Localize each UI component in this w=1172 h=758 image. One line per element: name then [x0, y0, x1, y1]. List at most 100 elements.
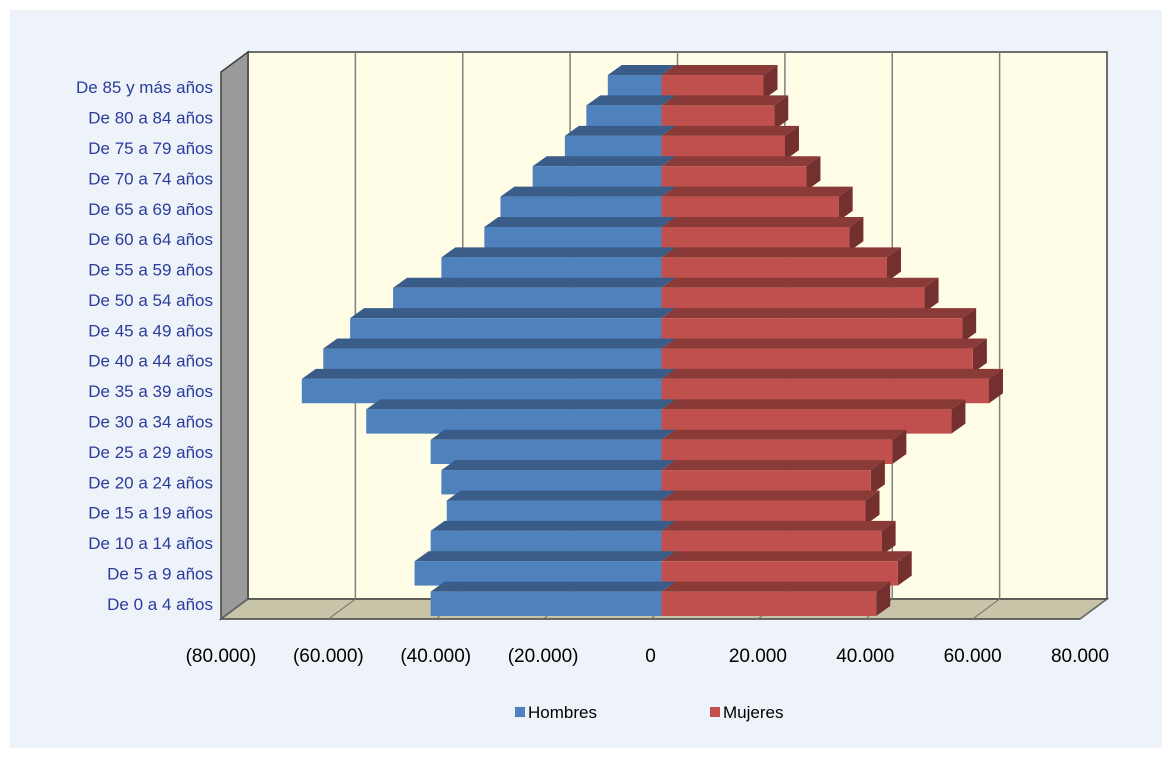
category-label: De 45 a 49 años	[88, 321, 213, 340]
bar-front-face	[564, 135, 662, 161]
bar-front-face	[430, 530, 662, 556]
bar-mujeres	[661, 520, 896, 556]
category-label: De 65 a 69 años	[88, 200, 213, 219]
category-label: De 80 a 84 años	[88, 109, 213, 128]
legend-swatch-hombres	[515, 707, 525, 717]
bar-front-face	[661, 439, 893, 465]
bar-mujeres	[661, 95, 789, 130]
floor-gridline	[1079, 598, 1108, 620]
bar-front-face	[430, 591, 662, 616]
category-label: De 30 a 34 años	[88, 412, 213, 431]
x-tick-label: 80.000	[1051, 646, 1109, 667]
bar-front-face	[661, 135, 785, 161]
category-label: De 20 a 24 años	[88, 473, 213, 492]
bar-mujeres	[661, 460, 885, 495]
bar-front-face	[430, 439, 662, 465]
x-tick-label: 20.000	[729, 646, 787, 667]
category-label: De 25 a 29 años	[88, 443, 213, 462]
legend: Hombres Mujeres	[515, 703, 783, 722]
bar-side-face	[962, 308, 977, 343]
x-tick-label: 40.000	[836, 646, 894, 667]
bar-front-face	[661, 500, 866, 525]
bar-top-face	[661, 156, 821, 167]
bar-side-face	[897, 551, 912, 586]
bar-hombres	[564, 125, 676, 161]
category-labels: De 85 y más años De 80 a 84 años De 75 a 7…	[76, 78, 213, 614]
bar-top-face	[350, 308, 676, 319]
bar-top-face	[366, 399, 676, 410]
x-tick-label: (40.000)	[400, 646, 471, 667]
bar-side-face	[892, 429, 907, 465]
bar-front-face	[366, 409, 662, 434]
bar-side-face	[886, 247, 901, 282]
bar-top-face	[414, 551, 676, 562]
bar-top-face	[661, 551, 912, 562]
category-label: De 5 a 9 años	[107, 564, 213, 583]
bar-mujeres	[661, 277, 939, 313]
category-label: De 70 a 74 años	[88, 169, 213, 188]
bar-front-face	[500, 196, 662, 221]
bar-side-face	[876, 581, 891, 616]
bar-top-face	[564, 125, 676, 136]
bar-mujeres	[661, 308, 977, 343]
bar-top-face	[586, 95, 676, 106]
bar-side-face	[763, 65, 778, 100]
bar-front-face	[323, 348, 662, 373]
bar-top-face	[500, 186, 676, 197]
bar-front-face	[661, 257, 887, 282]
bar-top-face	[393, 277, 676, 288]
bar-front-face	[441, 257, 662, 282]
category-label: De 35 a 39 años	[88, 382, 213, 401]
bar-side-face	[988, 368, 1003, 404]
bar-top-face	[441, 460, 676, 471]
x-tick-label: (60.000)	[293, 646, 364, 667]
category-label: De 55 a 59 años	[88, 261, 213, 280]
bar-top-face	[661, 216, 864, 227]
bar-front-face	[661, 470, 871, 495]
bar-mujeres	[661, 65, 778, 100]
chart-panel: De 85 y más años De 80 a 84 años De 75 a 7…	[10, 10, 1162, 748]
bar-side-face	[774, 95, 789, 130]
bar-front-face	[446, 500, 662, 525]
bar-top-face	[661, 338, 987, 349]
bar-mujeres	[661, 338, 987, 373]
bar-front-face	[393, 287, 662, 313]
bar-top-face	[323, 338, 676, 349]
legend-label-mujeres: Mujeres	[723, 703, 783, 722]
bar-front-face	[441, 470, 662, 495]
bar-mujeres	[661, 186, 853, 221]
bar-mujeres	[661, 368, 1003, 404]
bar-hombres	[323, 338, 676, 373]
bar-top-face	[661, 308, 977, 319]
bar-top-face	[441, 247, 676, 258]
bar-hombres	[350, 308, 676, 343]
bar-mujeres	[661, 429, 907, 465]
bar-top-face	[661, 520, 896, 531]
bar-front-face	[661, 75, 764, 100]
bar-side-face	[972, 338, 987, 373]
bar-hombres	[430, 581, 676, 616]
bar-top-face	[661, 95, 789, 106]
bar-mujeres	[661, 156, 821, 191]
category-label: De 15 a 19 años	[88, 504, 213, 523]
legend-swatch-mujeres	[710, 707, 720, 717]
bar-top-face	[661, 125, 799, 136]
legend-label-hombres: Hombres	[528, 703, 597, 722]
bar-top-face	[661, 247, 901, 258]
bar-top-face	[661, 460, 885, 471]
population-pyramid-chart: De 85 y más años De 80 a 84 años De 75 a 7…	[76, 50, 1110, 722]
bar-side-face	[806, 156, 821, 191]
bar-front-face	[661, 287, 925, 313]
category-label: De 0 a 4 años	[107, 595, 213, 614]
bar-mujeres	[661, 581, 891, 616]
bar-mujeres	[661, 216, 864, 252]
floor-gridline	[220, 598, 249, 620]
bar-top-face	[661, 65, 778, 76]
bar-hombres	[430, 520, 676, 556]
bar-front-face	[661, 409, 952, 434]
bar-front-face	[532, 166, 662, 191]
bar-hombres	[430, 429, 676, 465]
bar-front-face	[661, 561, 898, 586]
legend-item-mujeres: Mujeres	[710, 703, 783, 722]
category-label: De 85 y más años	[76, 78, 213, 97]
